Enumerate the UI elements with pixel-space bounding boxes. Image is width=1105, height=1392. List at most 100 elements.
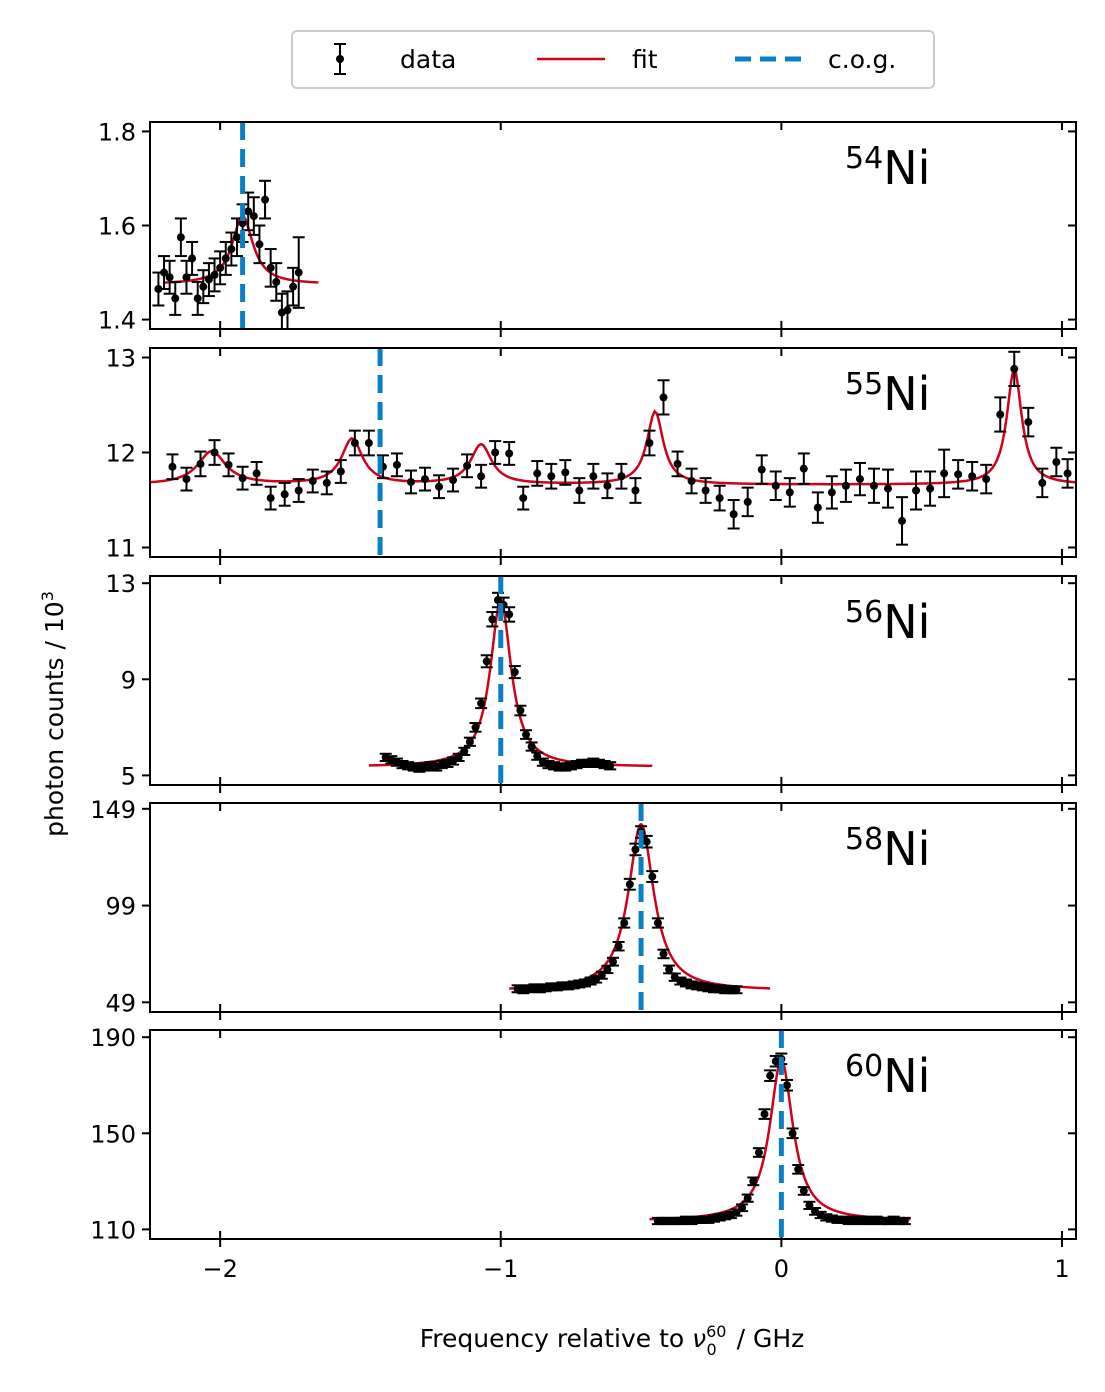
data-point bbox=[792, 1164, 805, 1175]
data-marker bbox=[482, 657, 491, 666]
data-point bbox=[601, 964, 614, 975]
data-marker bbox=[617, 472, 626, 481]
data-marker bbox=[460, 747, 469, 756]
data-point bbox=[503, 441, 516, 466]
data-point bbox=[898, 1216, 911, 1226]
data-marker bbox=[782, 1081, 791, 1090]
x-axis-label: Frequency relative to ν60 0 / GHz bbox=[420, 1322, 805, 1359]
data-marker bbox=[261, 195, 270, 204]
data-point bbox=[174, 217, 187, 258]
data-marker bbox=[665, 965, 674, 974]
data-point bbox=[452, 752, 465, 762]
data-point bbox=[643, 429, 656, 457]
data-point bbox=[292, 478, 305, 503]
data-marker bbox=[912, 486, 921, 495]
panel-54ni: 1.4 1.6 1.8 54Ni bbox=[98, 118, 1077, 337]
data-marker bbox=[505, 610, 514, 619]
data-point bbox=[741, 486, 754, 518]
data-point bbox=[197, 269, 210, 305]
y-tick-label: 11 bbox=[105, 535, 136, 563]
data-point bbox=[657, 948, 670, 960]
data-marker bbox=[252, 469, 261, 478]
data-marker bbox=[533, 469, 542, 478]
data-point bbox=[752, 1147, 765, 1158]
data-point bbox=[604, 761, 617, 771]
data-point bbox=[839, 468, 852, 503]
data-marker bbox=[221, 254, 230, 263]
data-point bbox=[1050, 446, 1063, 478]
data-marker bbox=[878, 1216, 887, 1225]
isotope-label: 56Ni bbox=[845, 595, 930, 649]
data-point bbox=[618, 917, 631, 929]
data-marker bbox=[799, 464, 808, 473]
data-marker bbox=[336, 467, 345, 476]
data-point bbox=[1036, 467, 1049, 499]
panel-56ni: 5 9 13 56Ni bbox=[105, 570, 1077, 793]
data-marker bbox=[738, 1203, 747, 1212]
data-point bbox=[651, 917, 664, 929]
data-point bbox=[629, 477, 642, 504]
data-point bbox=[853, 461, 866, 497]
legend-label-fit: fit bbox=[632, 45, 658, 74]
data-point bbox=[306, 468, 319, 494]
panel-frame bbox=[149, 575, 1077, 786]
data-marker bbox=[510, 668, 519, 677]
data-point bbox=[730, 985, 743, 995]
data-point bbox=[573, 477, 586, 504]
data-marker bbox=[614, 942, 623, 951]
data-marker bbox=[280, 490, 289, 499]
data-marker bbox=[249, 212, 258, 221]
data-point bbox=[525, 741, 538, 752]
data-point bbox=[208, 439, 221, 466]
data-point bbox=[463, 736, 476, 747]
data-marker bbox=[519, 494, 528, 503]
data-point bbox=[607, 956, 619, 967]
data-marker bbox=[406, 477, 415, 486]
data-marker bbox=[488, 615, 497, 624]
data-point bbox=[292, 236, 305, 309]
panel-frame bbox=[149, 347, 1077, 558]
data-marker bbox=[900, 1216, 909, 1225]
data-point bbox=[447, 467, 460, 493]
data-point bbox=[783, 477, 796, 508]
data-point bbox=[191, 280, 204, 316]
data-marker bbox=[171, 294, 180, 303]
data-point bbox=[390, 452, 403, 478]
data-point bbox=[867, 467, 880, 504]
data-marker bbox=[693, 1215, 702, 1224]
data-marker bbox=[522, 730, 531, 739]
data-marker bbox=[204, 275, 213, 284]
y-tick-label: 110 bbox=[90, 1216, 136, 1244]
data-marker bbox=[561, 468, 570, 477]
data-marker bbox=[463, 461, 472, 470]
data-marker bbox=[491, 448, 500, 457]
data-point bbox=[219, 240, 232, 276]
data-marker bbox=[841, 481, 850, 490]
data-point bbox=[480, 654, 493, 669]
data-point bbox=[517, 485, 530, 511]
data-point bbox=[747, 1176, 760, 1187]
data-marker bbox=[749, 1177, 758, 1186]
data-point bbox=[713, 484, 726, 512]
data-marker bbox=[673, 459, 682, 468]
data-point bbox=[758, 1108, 771, 1120]
data-point bbox=[250, 461, 263, 486]
data-point bbox=[966, 461, 979, 492]
data-point bbox=[475, 697, 488, 710]
data-point bbox=[811, 491, 824, 524]
data-marker bbox=[606, 761, 615, 770]
data-marker bbox=[785, 488, 794, 497]
data-marker bbox=[435, 482, 444, 491]
data-point bbox=[657, 379, 670, 416]
data-point bbox=[924, 470, 937, 507]
data-point bbox=[458, 746, 471, 756]
panel-58ni: 49 99 149 58Ni bbox=[90, 796, 1077, 1020]
data-marker bbox=[244, 207, 253, 216]
y-tick-label: 5 bbox=[121, 762, 136, 790]
data-point bbox=[503, 606, 516, 623]
data-marker bbox=[642, 837, 651, 846]
data-point bbox=[214, 250, 227, 286]
data-point bbox=[736, 1203, 749, 1213]
data-point bbox=[797, 452, 810, 485]
